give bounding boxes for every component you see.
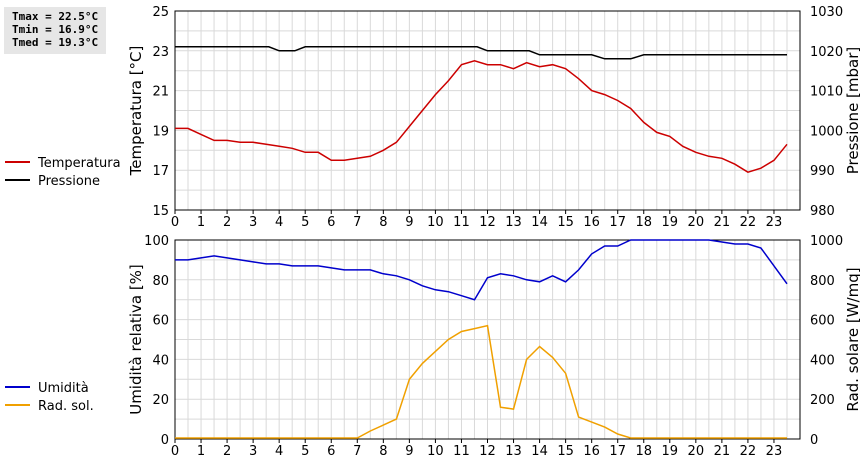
x-tick-label: 14 (531, 215, 548, 230)
y-right-tick-label: 980 (810, 204, 835, 219)
tmed-label: Tmed = 19.3°C (12, 36, 99, 49)
x-tick-label: 21 (714, 215, 731, 230)
x-tick-label: 2 (223, 215, 231, 230)
y-tick-label: 80 (152, 274, 169, 289)
x-tick-label: 7 (353, 215, 361, 230)
series-line-2 (175, 46, 787, 60)
y-axis-label: Umidità relativa [%] (127, 264, 145, 415)
x-tick-label: 23 (766, 444, 783, 459)
x-tick-label: 0 (171, 215, 179, 230)
stats-box: Tmax = 22.5°C Tmin = 16.9°C Tmed = 19.3°… (4, 7, 106, 54)
x-tick-label: 21 (714, 444, 731, 459)
x-tick-label: 11 (453, 215, 470, 230)
x-tick-label: 10 (427, 444, 444, 459)
y-tick-label: 19 (152, 124, 169, 139)
x-tick-label: 7 (353, 444, 361, 459)
x-tick-label: 19 (662, 215, 679, 230)
legend-label: Rad. sol. (38, 399, 94, 414)
x-tick-label: 16 (583, 215, 600, 230)
x-tick-label: 6 (327, 215, 335, 230)
y-tick-label: 100 (144, 234, 169, 249)
y-axis-label-right: Rad. solare [W/mq] (844, 267, 860, 411)
x-tick-label: 16 (583, 444, 600, 459)
series-line-1 (175, 239, 788, 301)
y-tick-label: 60 (152, 314, 169, 329)
x-tick-label: 8 (379, 215, 387, 230)
x-tick-label: 22 (740, 215, 757, 230)
y-axis-label: Temperatura [°C] (127, 46, 145, 177)
x-tick-label: 4 (275, 215, 283, 230)
y-tick-label: 17 (152, 164, 169, 179)
x-tick-label: 9 (405, 444, 413, 459)
legend-label: Temperatura (37, 156, 121, 171)
x-tick-label: 13 (505, 215, 522, 230)
x-tick-label: 15 (557, 444, 574, 459)
x-tick-label: 23 (766, 215, 783, 230)
x-tick-label: 19 (662, 444, 679, 459)
x-tick-label: 12 (479, 444, 496, 459)
x-tick-label: 17 (609, 444, 626, 459)
x-tick-label: 22 (740, 444, 757, 459)
x-tick-label: 0 (171, 444, 179, 459)
chart-panel-1: 0 1 2 3 4 5 6 7 8 9 10 11 12 13 14 15 16 17 18 19 20 21 22 2315… (5, 5, 860, 230)
tmin-label: Tmin = 16.9°C (12, 23, 99, 36)
x-tick-label: 2 (223, 444, 231, 459)
y-right-tick-label: 1030 (810, 5, 843, 20)
y-tick-label: 15 (152, 204, 169, 219)
series-line-1 (175, 60, 788, 174)
y-axis-label-right: Pressione [mbar] (844, 47, 860, 175)
y-tick-label: 23 (152, 45, 169, 60)
x-tick-label: 11 (453, 444, 470, 459)
x-tick-label: 12 (479, 215, 496, 230)
x-tick-label: 13 (505, 444, 522, 459)
x-tick-label: 17 (609, 215, 626, 230)
y-right-tick-label: 800 (810, 274, 835, 289)
x-tick-label: 6 (327, 444, 335, 459)
x-tick-label: 5 (301, 444, 309, 459)
x-tick-label: 3 (249, 444, 257, 459)
series-line-2 (175, 324, 787, 439)
y-right-tick-label: 0 (810, 433, 818, 448)
legend-label: Pressione (38, 174, 100, 189)
y-tick-label: 25 (152, 5, 169, 20)
y-tick-label: 20 (152, 393, 169, 408)
x-tick-label: 8 (379, 444, 387, 459)
y-right-tick-label: 200 (810, 393, 835, 408)
y-right-tick-label: 1000 (810, 234, 843, 249)
x-tick-label: 18 (635, 215, 652, 230)
x-tick-label: 15 (557, 215, 574, 230)
x-tick-label: 1 (197, 444, 205, 459)
y-right-tick-label: 1010 (810, 85, 843, 100)
y-right-tick-label: 400 (810, 353, 835, 368)
legend-label: Umidità (38, 381, 89, 396)
y-right-tick-label: 1020 (810, 45, 843, 60)
y-right-tick-label: 1000 (810, 124, 843, 139)
chart-panel-2: 0 1 2 3 4 5 6 7 8 9 10 11 12 13 14 15 16 17 18 19 20 21 22 2302… (5, 234, 860, 459)
x-tick-label: 14 (531, 444, 548, 459)
y-tick-label: 21 (152, 85, 169, 100)
x-tick-label: 9 (405, 215, 413, 230)
x-tick-label: 1 (197, 215, 205, 230)
y-right-tick-label: 990 (810, 164, 835, 179)
x-tick-label: 5 (301, 215, 309, 230)
x-tick-label: 20 (688, 444, 705, 459)
x-tick-label: 18 (635, 444, 652, 459)
y-right-tick-label: 600 (810, 314, 835, 329)
x-tick-label: 10 (427, 215, 444, 230)
x-tick-label: 3 (249, 215, 257, 230)
y-tick-label: 40 (152, 353, 169, 368)
x-tick-label: 20 (688, 215, 705, 230)
tmax-label: Tmax = 22.5°C (12, 10, 99, 23)
x-tick-label: 4 (275, 444, 283, 459)
y-tick-label: 0 (161, 433, 169, 448)
